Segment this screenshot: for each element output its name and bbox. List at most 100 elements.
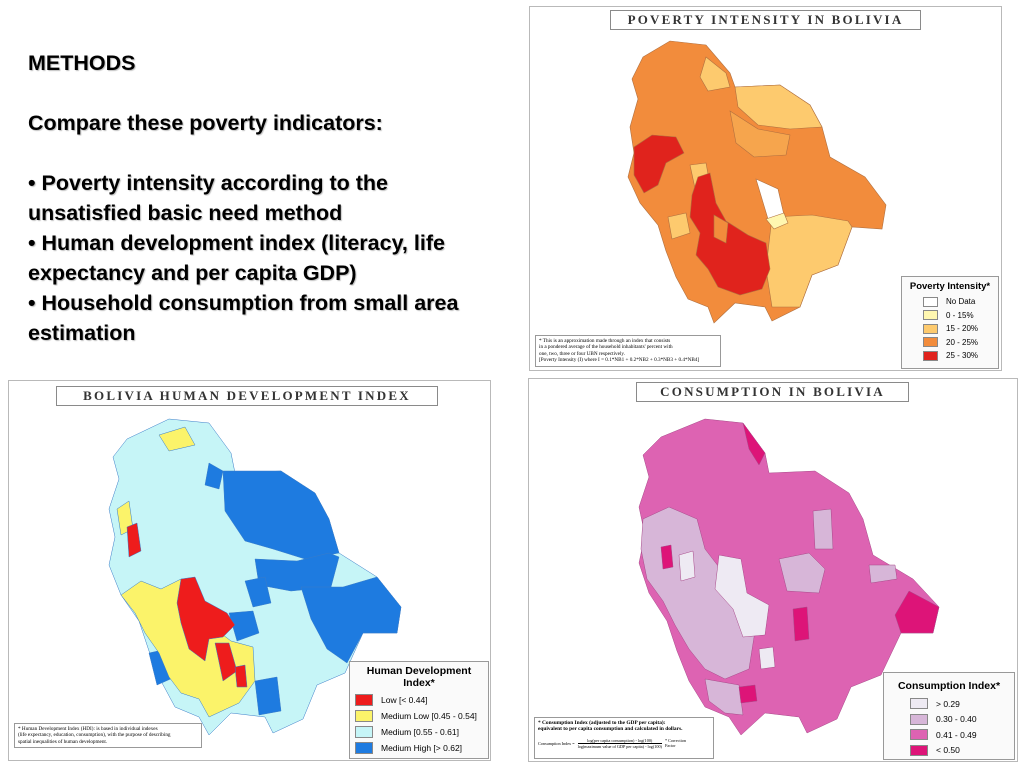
legend-label: No Data [946,297,976,307]
map-region [704,678,744,716]
map-legend: Consumption Index* > 0.29 0.30 - 0.40 0.… [883,672,1015,760]
legend-swatch [910,698,928,710]
map-region [126,522,142,558]
methodology-note: * This is an approximation made through … [535,335,721,367]
map-region [868,564,898,584]
legend-swatch [923,323,938,334]
map-region [120,578,256,718]
methods-heading: METHODS [28,51,136,75]
map-region [778,552,826,594]
map-title: BOLIVIA HUMAN DEVELOPMENT INDEX [56,386,438,406]
map-title: POVERTY INTENSITY IN BOLIVIA [610,10,921,30]
legend-label: Medium Low [0.45 - 0.54] [381,711,477,721]
legend-item: Low [< 0.44] [355,692,488,708]
legend-item: 0.41 - 0.49 [910,727,1014,743]
legend-item: 0.30 - 0.40 [910,712,1014,728]
legend-swatch [923,337,938,348]
map-region [765,214,853,308]
formula-numerator: log(per capita consumption) - log(100) [577,738,662,744]
map-region [633,134,685,194]
legend-swatch [355,694,373,706]
map-region [742,422,766,466]
legend-item: < 0.50 [910,743,1014,759]
map-region [738,684,758,704]
legend-item: 25 - 30% [923,349,998,363]
consumption-formula: Consumption Index = log(per capita consu… [538,738,710,749]
legend-item: Medium High [> 0.62] [355,740,488,756]
map-region [660,544,674,570]
legend-swatch [910,713,928,725]
legend-title: Consumption Index* [897,680,1001,692]
map-region [204,462,224,490]
legend-swatch [355,726,373,738]
bullet-text: Household consumption from small area es… [28,291,459,345]
map-region [714,554,770,638]
note-line: spatial inequalities of human developmen… [18,738,108,745]
legend-label: Low [< 0.44] [381,695,428,705]
map-region [158,426,196,452]
methodology-note: * Consumption Index (adjusted to the GDP… [534,717,714,759]
consumption-map-panel: CONSUMPTION IN BOLIVIA * Consumption Ind… [528,378,1018,762]
map-region [758,646,776,670]
note-line: * Human Development Index (HDI): is base… [18,726,158,732]
formula-factor: * Correction Factor [664,738,687,749]
map-region [254,676,282,716]
map-region [176,576,236,662]
note-line: * This is an approximation made through … [539,338,671,344]
methods-text: METHODS Compare these poverty indicators… [28,48,498,348]
legend-swatch [910,729,928,741]
map-region [729,110,791,158]
legend-label: < 0.50 [936,745,960,756]
legend-swatch [923,350,938,361]
bullet-item: • Human development index (literacy, lif… [28,231,445,285]
map-region [228,610,260,642]
legend-label: Medium [0.55 - 0.61] [381,727,459,737]
note-line: one, two, three or four UBN respectively… [539,350,625,357]
poverty-map-panel: POVERTY INTENSITY IN BOLIVIA * This is a… [529,6,1002,371]
map-region [689,172,771,296]
bullet-item: • Poverty intensity according to the uns… [28,171,388,225]
map-region [734,84,823,130]
note-line: (life expectancy, education, consumption… [18,732,171,739]
legend-label: > 0.29 [936,698,960,709]
legend-title: Human Development Index* [366,665,472,689]
bullet-text: Poverty intensity according to the unsat… [28,171,388,225]
legend-label: Medium High [> 0.62] [381,743,463,753]
map-region [244,576,272,608]
legend-title: Poverty Intensity* [909,281,991,292]
methods-intro: Compare these poverty indicators: [28,111,383,135]
formula-denominator: log(maximum value of GDP per capita) - l… [577,743,662,749]
legend-label: 20 - 25% [946,337,979,347]
legend-swatch [355,710,373,722]
legend-label: 25 - 30% [946,351,979,361]
legend-item: Medium [0.55 - 0.61] [355,724,488,740]
legend-item: > 0.29 [910,696,1014,712]
legend-label: 0 - 15% [946,310,974,320]
note-line: equivalent to per capita consumption and… [538,726,683,733]
map-region [300,576,402,664]
consumption-map-graphic [638,418,940,736]
map-region [894,590,940,634]
map-legend: Poverty Intensity* No Data 0 - 15% 15 - … [901,276,999,369]
legend-label: 0.41 - 0.49 [936,729,977,740]
note-line: in a pondered average of the household i… [539,344,673,351]
map-region [713,214,729,244]
map-region [699,56,731,92]
legend-label: 0.30 - 0.40 [936,714,977,725]
legend-swatch [355,742,373,754]
bullet-item: • Household consumption from small area … [28,291,459,345]
map-title: CONSUMPTION IN BOLIVIA [636,382,909,402]
map-region [667,212,691,240]
legend-item: 15 - 20% [923,322,998,336]
map-region [812,508,834,550]
poverty-map-graphic [627,40,887,324]
map-legend: Human Development Index* Low [< 0.44] Me… [349,661,489,759]
bullet-text: Human development index (literacy, life … [28,231,445,285]
legend-item: 20 - 25% [923,336,998,350]
legend-item: 0 - 15% [923,309,998,323]
legend-swatch [910,744,928,756]
note-line: [Poverty Intensity (I) where I = 0.1*NB1… [539,357,700,364]
legend-label: 15 - 20% [946,324,979,334]
legend-item: Medium Low [0.45 - 0.54] [355,708,488,724]
map-region [792,606,810,642]
